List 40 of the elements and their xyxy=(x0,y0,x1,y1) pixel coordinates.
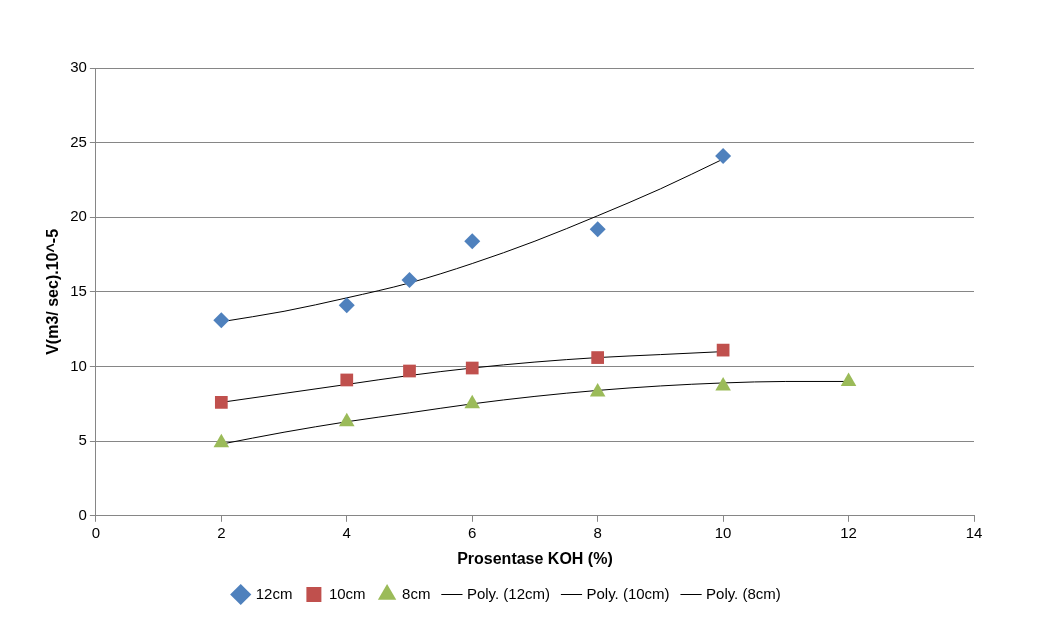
y-tick-label: 20 xyxy=(70,207,87,225)
x-tick-label: 0 xyxy=(91,523,101,541)
point xyxy=(403,364,416,378)
y-tick-label: 15 xyxy=(70,282,87,300)
y-tick-label: 5 xyxy=(78,431,87,449)
legend-label: Poly. (10cm) xyxy=(586,584,670,602)
x-tick-label: 10 xyxy=(714,523,732,541)
legend-label: 12cm xyxy=(255,584,293,602)
legend-label: Poly. (8cm) xyxy=(706,584,781,602)
point xyxy=(464,233,481,250)
point xyxy=(840,372,857,386)
point xyxy=(715,148,732,165)
point xyxy=(340,373,354,387)
point xyxy=(214,395,228,409)
point xyxy=(464,394,481,409)
point xyxy=(338,297,355,314)
x-tick-label: 6 xyxy=(468,523,477,541)
x-tick-label: 8 xyxy=(593,523,602,541)
x-axis-title: Prosentase KOH (%) xyxy=(457,549,613,567)
point xyxy=(338,412,355,427)
legend-label: 10cm xyxy=(328,584,366,602)
x-tick-label: 12 xyxy=(840,523,857,541)
point xyxy=(213,312,230,329)
y-tick-label: 0 xyxy=(78,505,87,523)
y-axis-title: V(m3/ sec).10^-5 xyxy=(44,228,62,355)
point xyxy=(401,271,418,288)
point xyxy=(589,382,606,397)
point xyxy=(589,221,606,238)
point xyxy=(465,361,479,375)
legend-label: Poly. (12cm) xyxy=(466,584,550,602)
y-tick-label: 10 xyxy=(70,356,87,374)
point xyxy=(213,433,230,448)
x-tick-label: 2 xyxy=(217,523,226,541)
point xyxy=(591,351,605,364)
x-tick-label: 4 xyxy=(342,523,351,541)
x-tick-label: 14 xyxy=(965,523,983,541)
y-tick-label: 25 xyxy=(70,132,87,150)
y-tick-label: 30 xyxy=(70,58,87,76)
point xyxy=(715,376,731,391)
legend-label: 8cm xyxy=(402,584,431,602)
